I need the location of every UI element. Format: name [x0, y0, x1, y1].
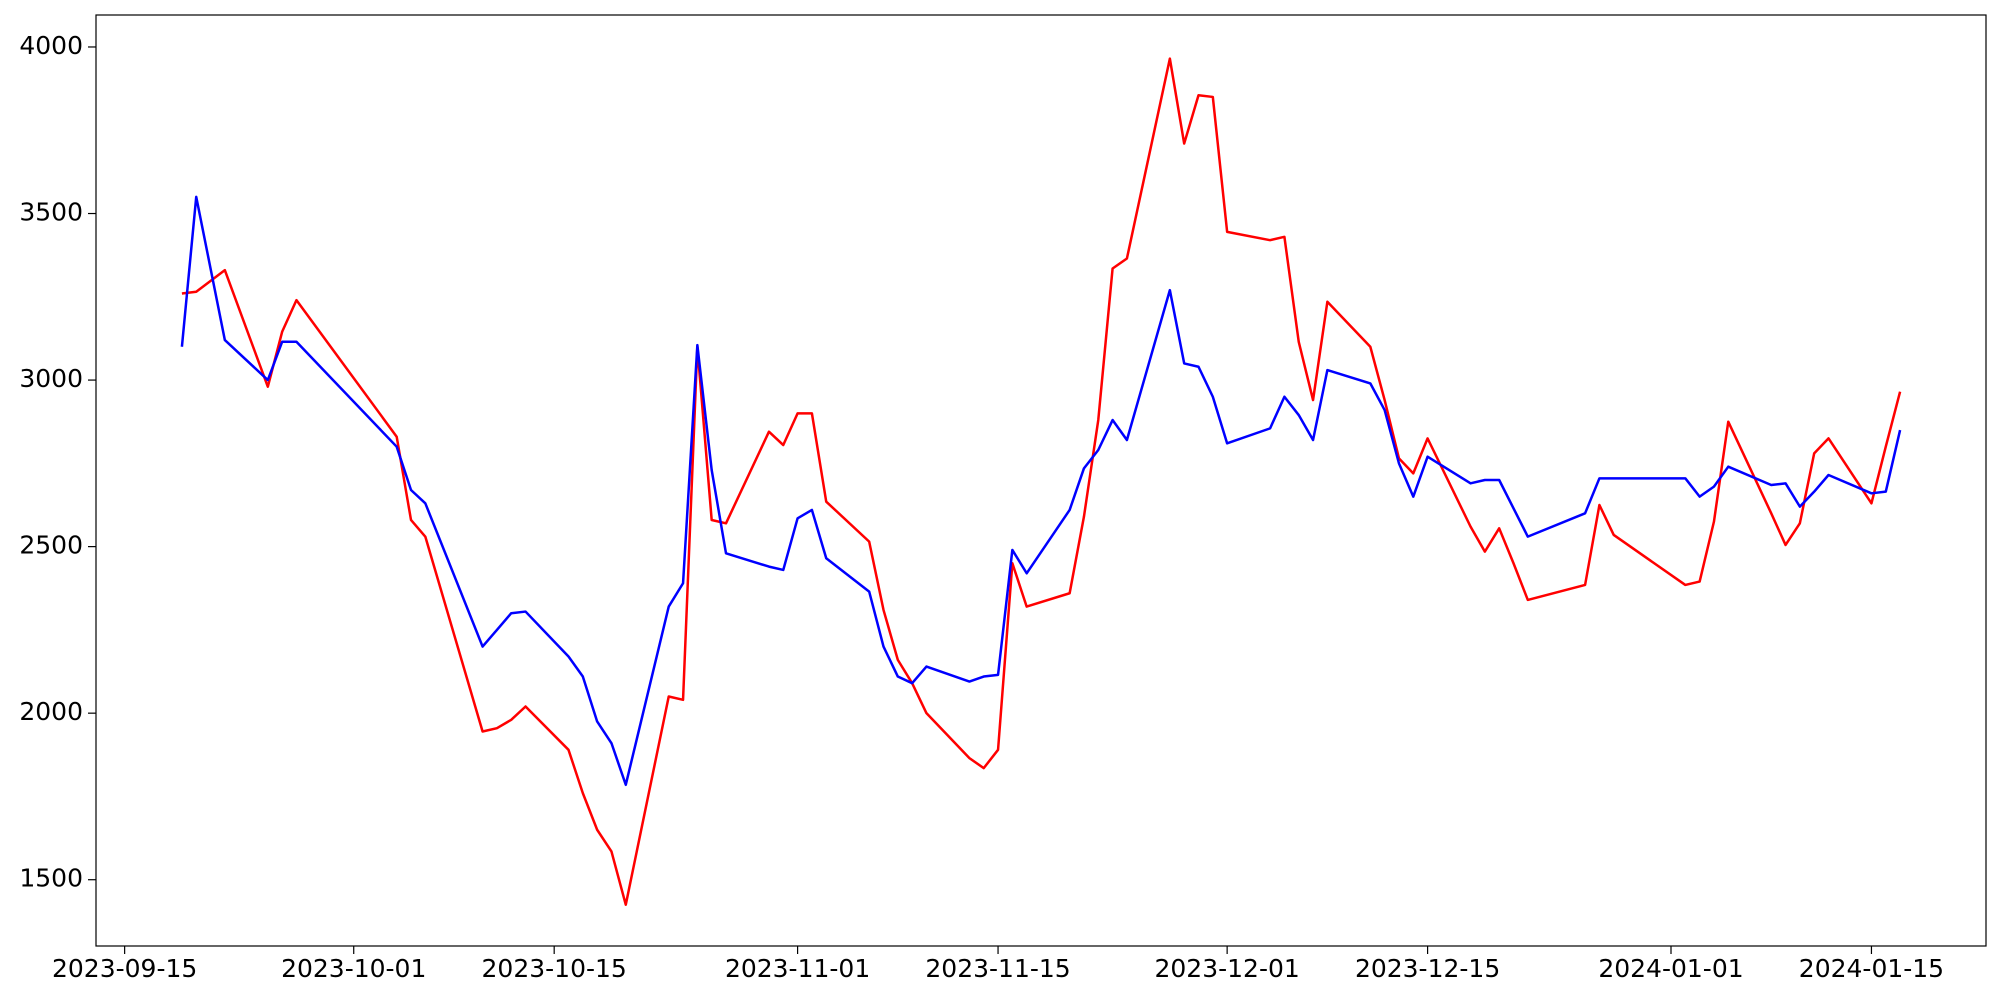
y-tick-label: 4000 [19, 31, 83, 60]
x-tick-label: 2024-01-15 [1799, 954, 1944, 983]
y-tick-label: 2000 [19, 697, 83, 726]
y-tick-label: 2500 [19, 531, 83, 560]
series-line [181, 57, 1902, 906]
x-tick-label: 2023-10-01 [281, 954, 426, 983]
y-tick-label: 3000 [19, 364, 83, 393]
x-tick-label: 2023-11-01 [725, 954, 870, 983]
x-tick-label: 2023-12-15 [1355, 954, 1500, 983]
x-tick-label: 2024-01-01 [1598, 954, 1743, 983]
x-tick-label: 2023-09-15 [52, 954, 197, 983]
x-tick-label: 2023-10-15 [482, 954, 627, 983]
x-tick-label: 2023-12-01 [1154, 954, 1299, 983]
series-line [180, 195, 1902, 787]
y-tick-label: 1500 [19, 864, 83, 893]
y-tick-label: 3500 [19, 198, 83, 227]
plot-frame [95, 14, 1987, 947]
x-tick-label: 2023-11-15 [925, 954, 1070, 983]
